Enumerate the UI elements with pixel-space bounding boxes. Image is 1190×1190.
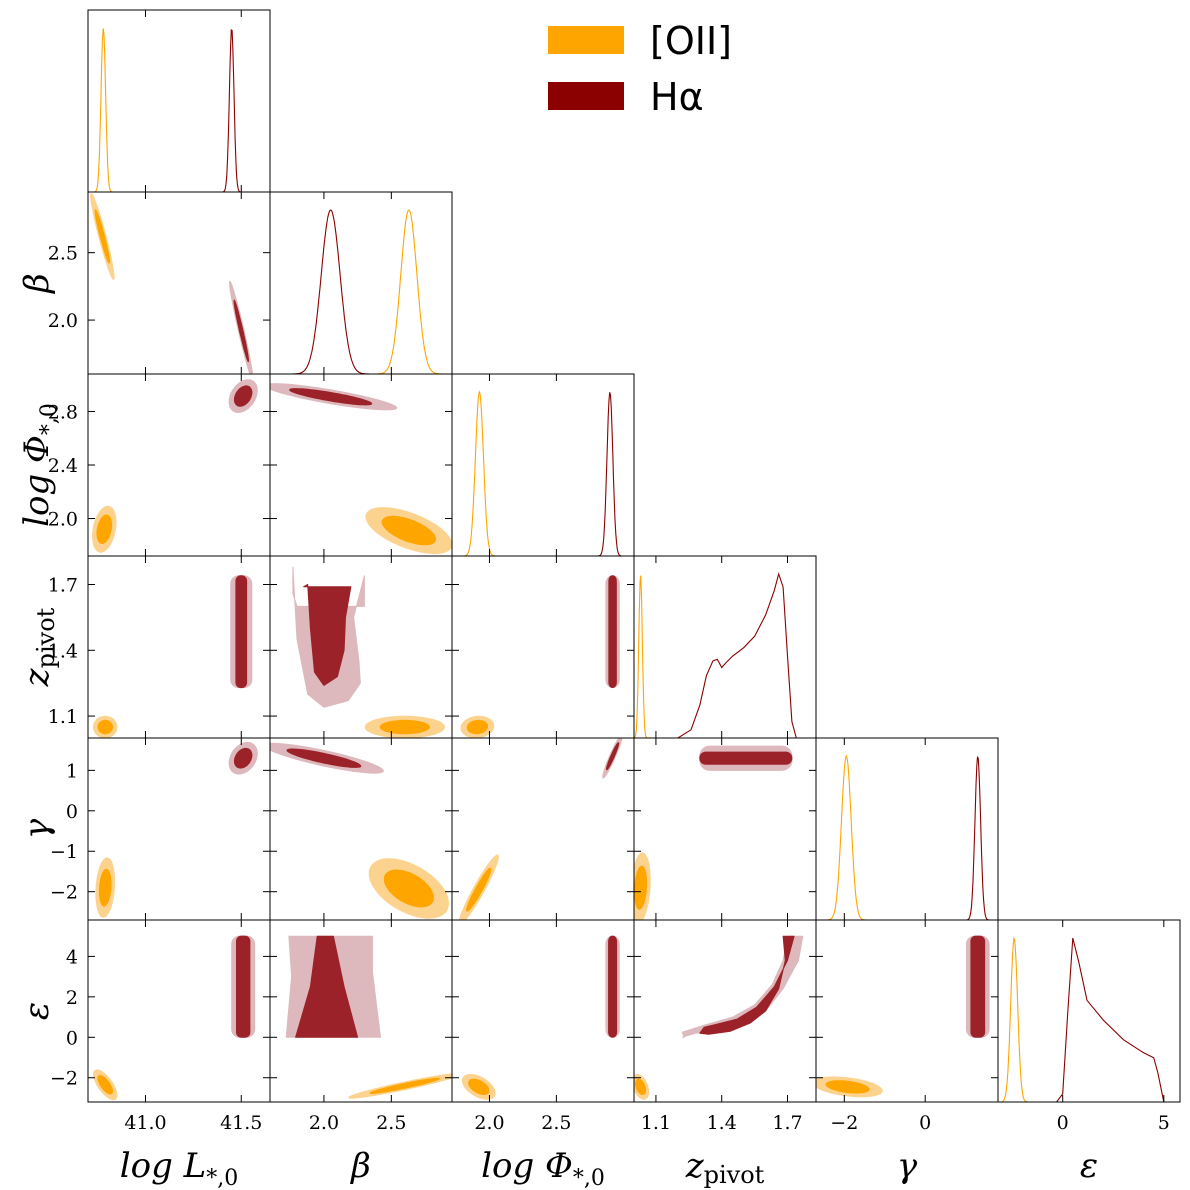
xtick-label-logPhi: 2.0 xyxy=(474,1112,504,1134)
contour68-ha-gamma-epsilon xyxy=(970,935,986,1038)
xaxis-label-logPhi: log Φ*,0 xyxy=(481,1146,605,1190)
yaxis-label-gamma: γ xyxy=(17,818,57,839)
xtick-label-logPhi: 2.5 xyxy=(541,1112,571,1134)
xtick-label-logL: 41.5 xyxy=(220,1112,262,1134)
marginal-ha-zpivot xyxy=(677,572,797,738)
xaxis-label-logL: log L*,0 xyxy=(120,1146,239,1190)
marginal-oii-logL xyxy=(88,28,270,192)
xaxis-label-zpivot: zpivot xyxy=(685,1146,765,1189)
legend-swatch-ha xyxy=(548,82,624,110)
ytick-label-logPhi: 2.8 xyxy=(48,401,78,423)
ytick-label-gamma: −1 xyxy=(50,841,78,863)
contour68-ha-zpivot-epsilon xyxy=(699,935,795,1035)
xtick-label-gamma: 0 xyxy=(919,1112,931,1134)
ytick-label-zpivot: 1.4 xyxy=(48,640,78,662)
xtick-label-logL: 41.0 xyxy=(124,1112,166,1134)
ytick-label-epsilon: 4 xyxy=(66,946,78,968)
ytick-label-gamma: 0 xyxy=(66,801,78,823)
contour68-ha-beta-epsilon xyxy=(295,935,359,1038)
panel-zpivot-zpivot xyxy=(633,555,817,739)
ytick-label-logPhi: 2.4 xyxy=(48,455,78,477)
yaxis-label-beta: β xyxy=(17,273,57,295)
xtick-label-zpivot: 1.1 xyxy=(641,1112,671,1134)
xtick-label-gamma: −2 xyxy=(830,1112,858,1134)
contour68-ha-logL-epsilon xyxy=(235,935,251,1038)
xtick-label-beta: 2.5 xyxy=(376,1112,406,1134)
ytick-label-epsilon: 0 xyxy=(66,1027,78,1049)
marginal-ha-logL xyxy=(88,29,270,192)
contour68-ha-beta-zpivot xyxy=(303,584,352,686)
ytick-label-gamma: −2 xyxy=(50,882,78,904)
contour68-ha-logL-gamma xyxy=(233,747,253,769)
contour68-oii-logL-epsilon xyxy=(97,1075,113,1095)
contour68-oii-gamma-epsilon xyxy=(825,1080,870,1094)
xtick-label-epsilon: 5 xyxy=(1158,1112,1170,1134)
marginal-ha-logPhi xyxy=(452,392,634,556)
contour68-oii-beta-logPhi xyxy=(381,515,437,546)
marginal-ha-beta xyxy=(270,209,452,374)
ytick-label-beta: 2.5 xyxy=(48,243,78,265)
marginal-oii-epsilon xyxy=(998,936,1180,1102)
panel-beta-zpivot xyxy=(269,555,453,739)
ytick-label-epsilon: −2 xyxy=(50,1068,78,1090)
xtick-label-zpivot: 1.4 xyxy=(707,1112,737,1134)
panel-logL-logL xyxy=(87,9,271,193)
contour68-ha-beta-gamma xyxy=(286,748,362,768)
contour68-ha-logPhi-zpivot xyxy=(608,575,617,689)
xaxis-label-gamma: γ xyxy=(897,1146,918,1186)
xtick-label-beta: 2.0 xyxy=(309,1112,339,1134)
xaxis-label-epsilon: ε xyxy=(1080,1146,1098,1186)
contour68-oii-beta-zpivot xyxy=(379,719,430,735)
contour68-ha-zpivot-gamma xyxy=(699,751,793,765)
panel-gamma-gamma xyxy=(815,737,999,921)
ytick-label-zpivot: 1.1 xyxy=(48,706,78,728)
marginal-oii-beta xyxy=(270,209,452,374)
yaxis-label-zpivot: zpivot xyxy=(17,607,60,687)
ytick-label-beta: 2.0 xyxy=(48,310,78,332)
marginal-oii-zpivot xyxy=(634,575,816,738)
contour68-ha-beta-logPhi xyxy=(289,388,373,406)
ytick-label-zpivot: 1.7 xyxy=(48,575,78,597)
contour68-ha-logPhi-epsilon xyxy=(608,935,618,1038)
contour68-oii-logPhi-epsilon xyxy=(468,1078,490,1095)
contour68-ha-logL-beta xyxy=(233,299,249,363)
ytick-label-epsilon: 2 xyxy=(66,987,78,1009)
ytick-label-logPhi: 2.0 xyxy=(48,509,78,531)
marginal-ha-epsilon xyxy=(1056,937,1165,1102)
contour68-oii-logL-gamma xyxy=(98,868,112,907)
contour68-oii-logL-beta xyxy=(94,209,111,264)
legend-swatch-oii xyxy=(548,26,624,54)
contour68-oii-logPhi-zpivot xyxy=(466,719,489,735)
yaxis-label-epsilon: ε xyxy=(17,1002,57,1020)
legend-label-oii: [OII] xyxy=(650,19,732,63)
contour68-oii-beta-epsilon xyxy=(369,1077,441,1094)
xaxis-label-beta: β xyxy=(349,1146,371,1186)
xtick-label-zpivot: 1.7 xyxy=(772,1112,802,1134)
marginal-oii-gamma xyxy=(816,754,998,920)
contour68-ha-logL-zpivot xyxy=(235,575,248,689)
contour68-oii-logPhi-gamma xyxy=(466,867,492,912)
contour68-oii-logL-zpivot xyxy=(97,719,113,735)
contour68-ha-logPhi-gamma xyxy=(606,742,620,771)
legend-label-ha: Hα xyxy=(650,75,704,119)
marginal-oii-logPhi xyxy=(452,390,634,556)
contour68-oii-logL-logPhi xyxy=(96,514,113,545)
xtick-label-epsilon: 0 xyxy=(1057,1112,1069,1134)
panel-epsilon-epsilon xyxy=(997,919,1181,1103)
contour68-ha-logL-logPhi xyxy=(233,385,253,407)
contour68-oii-beta-gamma xyxy=(383,869,434,908)
legend: [OII] Hα xyxy=(548,19,732,119)
yaxis-label-logPhi: log Φ*,0 xyxy=(17,403,62,527)
contour68-oii-zpivot-epsilon xyxy=(635,1078,647,1095)
ytick-label-gamma: 1 xyxy=(66,760,78,782)
